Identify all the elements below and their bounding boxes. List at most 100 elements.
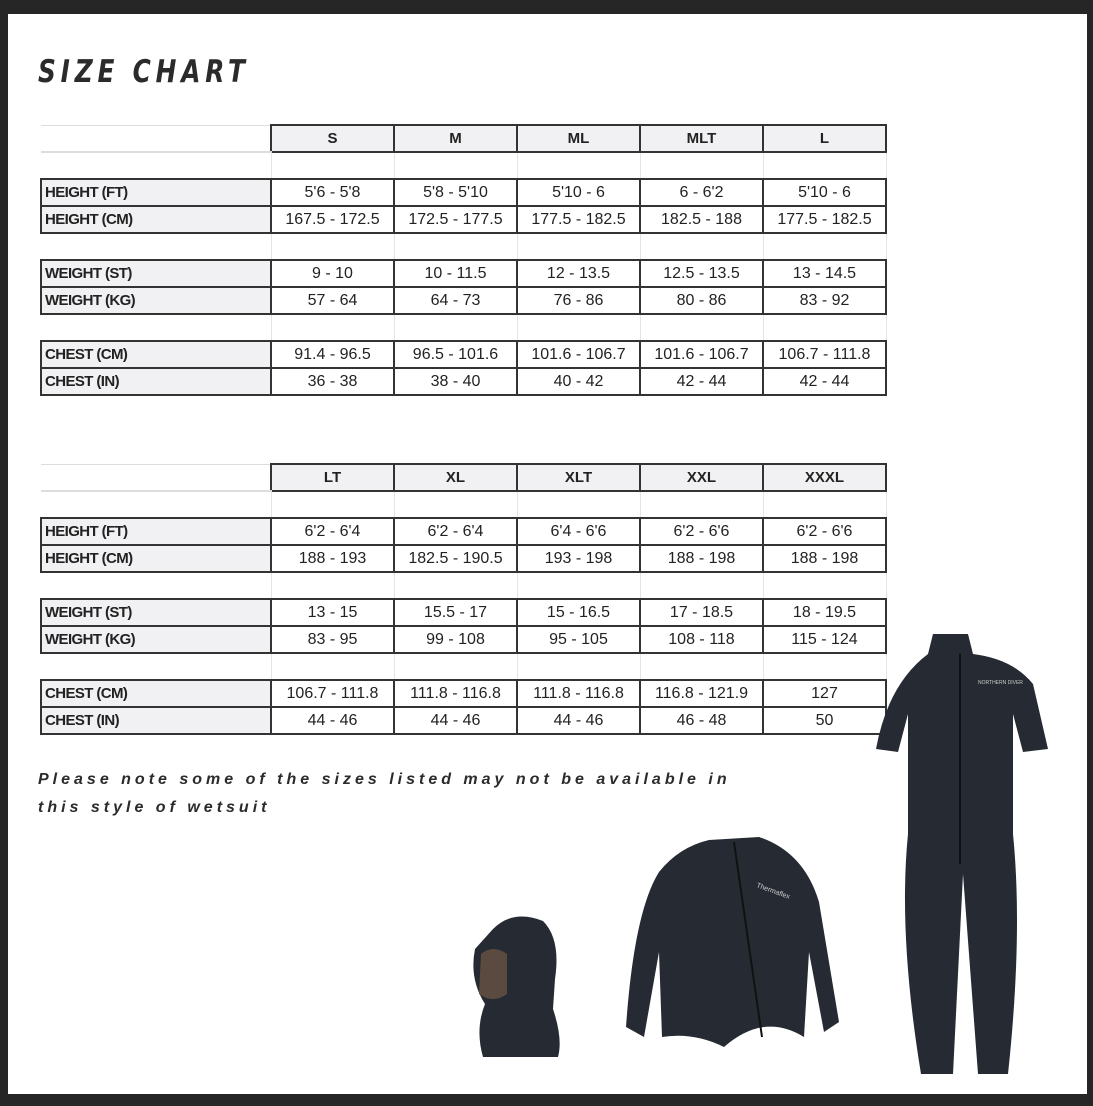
row-label: CHEST (CM): [40, 340, 272, 369]
table-cell: 5'6 - 5'8: [270, 178, 395, 207]
table-cell: 12.5 - 13.5: [639, 259, 764, 288]
size-header: XXXL: [762, 463, 887, 492]
table-cell: 6'2 - 6'4: [270, 517, 395, 546]
table-cell: 5'10 - 6: [516, 178, 641, 207]
table-cell: 106.7 - 111.8: [762, 340, 887, 369]
table-row: WEIGHT (ST) 13 - 15 15.5 - 17 15 - 16.5 17 -…: [40, 598, 887, 627]
table-row: CHEST (IN) 36 - 38 38 - 40 40 - 42 42 - 44 42…: [40, 367, 887, 396]
wetsuit-jacket-image: Thermaflex: [626, 837, 839, 1047]
table-cell: 111.8 - 116.8: [393, 679, 518, 708]
table-cell: 127: [762, 679, 887, 708]
table-cell: 17 - 18.5: [639, 598, 764, 627]
corner-cell: [41, 463, 271, 492]
size-header: MLT: [639, 124, 764, 153]
table-cell: 5'10 - 6: [762, 178, 887, 207]
size-header: S: [270, 124, 395, 153]
table-cell: 111.8 - 116.8: [516, 679, 641, 708]
table-row: CHEST (CM) 106.7 - 111.8 111.8 - 116.8 111.…: [40, 679, 887, 708]
size-header: XL: [393, 463, 518, 492]
table-cell: 6 - 6'2: [639, 178, 764, 207]
table-cell: 83 - 92: [762, 286, 887, 315]
table-cell: 193 - 198: [516, 544, 641, 573]
table-row: CHEST (CM) 91.4 - 96.5 96.5 - 101.6 101.6 -…: [40, 340, 887, 369]
row-label: HEIGHT (CM): [40, 205, 272, 234]
table-cell: 172.5 - 177.5: [393, 205, 518, 234]
table-cell: 38 - 40: [393, 367, 518, 396]
table-cell: 177.5 - 182.5: [762, 205, 887, 234]
table-cell: 6'2 - 6'6: [639, 517, 764, 546]
table-cell: 57 - 64: [270, 286, 395, 315]
table-row: WEIGHT (KG) 83 - 95 99 - 108 95 - 105 108 - …: [40, 625, 887, 654]
table-cell: 101.6 - 106.7: [516, 340, 641, 369]
table-cell: 108 - 118: [639, 625, 764, 654]
table-cell: 44 - 46: [516, 706, 641, 735]
table-cell: 13 - 14.5: [762, 259, 887, 288]
table-cell: 6'4 - 6'6: [516, 517, 641, 546]
table-cell: 42 - 44: [639, 367, 764, 396]
row-label: WEIGHT (KG): [40, 625, 272, 654]
table-row: WEIGHT (ST) 9 - 10 10 - 11.5 12 - 13.5 12.5 …: [40, 259, 887, 288]
size-header: L: [762, 124, 887, 153]
row-label: HEIGHT (CM): [40, 544, 272, 573]
table-cell: 12 - 13.5: [516, 259, 641, 288]
table-cell: 42 - 44: [762, 367, 887, 396]
table-cell: 167.5 - 172.5: [270, 205, 395, 234]
table-row: WEIGHT (KG) 57 - 64 64 - 73 76 - 86 80 - 86 8…: [40, 286, 887, 315]
table-cell: 15.5 - 17: [393, 598, 518, 627]
table-row: HEIGHT (FT) 6'2 - 6'4 6'2 - 6'4 6'4 - 6'6 6'…: [40, 517, 887, 546]
table-cell: 6'2 - 6'4: [393, 517, 518, 546]
table-cell: 182.5 - 190.5: [393, 544, 518, 573]
table-cell: 40 - 42: [516, 367, 641, 396]
full-wetsuit-image: NORTHERN DIVER: [876, 634, 1048, 1074]
table-cell: 188 - 198: [639, 544, 764, 573]
suit-logo: NORTHERN DIVER: [978, 680, 1023, 686]
table-cell: 101.6 - 106.7: [639, 340, 764, 369]
corner-cell: [41, 124, 271, 153]
table-cell: 44 - 46: [393, 706, 518, 735]
row-label: CHEST (IN): [40, 706, 272, 735]
size-chart-page: SIZE CHART S M ML MLT L HEIGHT (FT) 5'6 - 5'8 5…: [8, 14, 1087, 1094]
table-cell: 46 - 48: [639, 706, 764, 735]
table-cell: 36 - 38: [270, 367, 395, 396]
table-cell: 13 - 15: [270, 598, 395, 627]
size-header: M: [393, 124, 518, 153]
table-cell: 64 - 73: [393, 286, 518, 315]
row-label: HEIGHT (FT): [40, 517, 272, 546]
table-cell: 106.7 - 111.8: [270, 679, 395, 708]
table-cell: 91.4 - 96.5: [270, 340, 395, 369]
size-header: XLT: [516, 463, 641, 492]
row-label: CHEST (CM): [40, 679, 272, 708]
row-label: WEIGHT (ST): [40, 259, 272, 288]
table-cell: 188 - 193: [270, 544, 395, 573]
table-cell: 115 - 124: [762, 625, 887, 654]
table-cell: 5'8 - 5'10: [393, 178, 518, 207]
table-cell: 9 - 10: [270, 259, 395, 288]
size-header: XXL: [639, 463, 764, 492]
row-label: CHEST (IN): [40, 367, 272, 396]
row-label: WEIGHT (ST): [40, 598, 272, 627]
size-table-1: S M ML MLT L HEIGHT (FT) 5'6 - 5'8 5'8 - 5'10 5'…: [40, 124, 887, 396]
table-row: HEIGHT (CM) 188 - 193 182.5 - 190.5 193 - 1…: [40, 544, 887, 573]
table-cell: 83 - 95: [270, 625, 395, 654]
table-cell: 50: [762, 706, 887, 735]
table-cell: 116.8 - 121.9: [639, 679, 764, 708]
table-cell: 6'2 - 6'6: [762, 517, 887, 546]
availability-note: Please note some of the sizes listed may…: [38, 771, 731, 816]
table-cell: 177.5 - 182.5: [516, 205, 641, 234]
table-cell: 95 - 105: [516, 625, 641, 654]
size-header: LT: [270, 463, 395, 492]
size-table-2: LT XL XLT XXL XXXL HEIGHT (FT) 6'2 - 6'4 6'2 - …: [40, 463, 887, 735]
table-cell: 10 - 11.5: [393, 259, 518, 288]
table-row: HEIGHT (CM) 167.5 - 172.5 172.5 - 177.5 177…: [40, 205, 887, 234]
row-label: HEIGHT (FT): [40, 178, 272, 207]
table-cell: 15 - 16.5: [516, 598, 641, 627]
table-cell: 188 - 198: [762, 544, 887, 573]
table-cell: 96.5 - 101.6: [393, 340, 518, 369]
neoprene-hood-image: [473, 916, 560, 1057]
table-cell: 99 - 108: [393, 625, 518, 654]
page-title: SIZE CHART: [38, 54, 250, 90]
table-cell: 18 - 19.5: [762, 598, 887, 627]
table-cell: 182.5 - 188: [639, 205, 764, 234]
table-cell: 44 - 46: [270, 706, 395, 735]
